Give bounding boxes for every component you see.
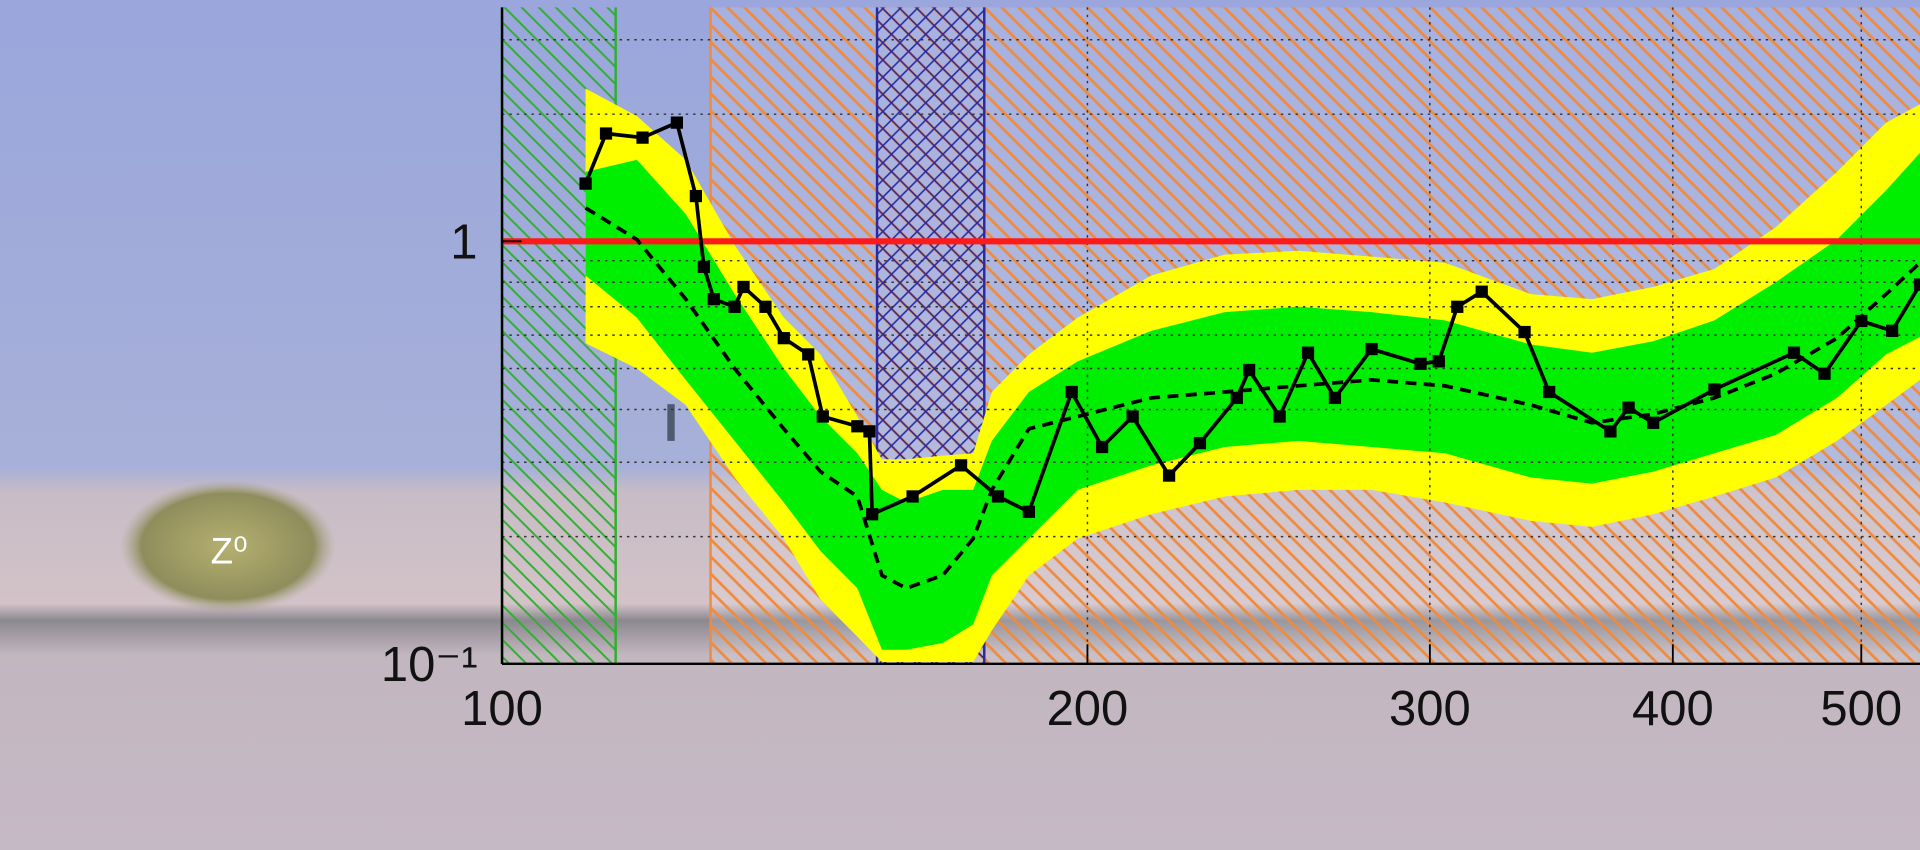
observed-point: [906, 490, 919, 503]
observed-point: [599, 127, 613, 140]
observed-point: [1543, 385, 1556, 399]
x-tick-label: 200: [1047, 682, 1129, 736]
x-tick-label: 100: [461, 682, 543, 736]
observed-point: [1451, 300, 1464, 313]
observed-point: [1432, 355, 1445, 368]
band: [585, 152, 1920, 650]
observed-point: [737, 280, 750, 294]
observed-point: [1065, 385, 1078, 399]
observed-point: [697, 260, 711, 274]
observed-point: [1855, 314, 1868, 328]
observed-point: [1126, 410, 1139, 423]
observed-point: [802, 348, 815, 361]
photo-label: Z⁰: [211, 530, 248, 571]
observed-point: [1818, 367, 1831, 380]
observed-point: [1647, 416, 1660, 429]
x-tick-label: 400: [1632, 682, 1714, 736]
bush: [120, 480, 336, 613]
observed-point: [1301, 346, 1315, 359]
observed-point: [991, 490, 1005, 503]
observed-point: [728, 300, 741, 313]
observed-point: [816, 410, 829, 423]
observed-point: [1328, 391, 1342, 405]
observed-point: [689, 189, 703, 203]
observed-point: [1242, 363, 1256, 377]
observed-point: [1475, 285, 1488, 298]
observed-point: [1193, 436, 1207, 450]
observed-point: [1604, 425, 1617, 438]
y-tick-label: 10⁻¹: [381, 638, 478, 692]
observed-point: [759, 300, 772, 313]
observed-point: [1162, 469, 1176, 482]
chart: 100 200 300 400 500 10⁻¹ 1: [381, 7, 1920, 736]
observed-point: [636, 131, 649, 144]
observed-point: [1365, 342, 1378, 356]
observed-point: [777, 332, 790, 345]
observed-point: [1518, 325, 1531, 339]
observed-point: [707, 292, 720, 306]
observed-point: [670, 116, 683, 129]
observed-point: [954, 459, 968, 472]
observed-point: [1414, 357, 1427, 370]
x-tick-label: 300: [1389, 682, 1471, 736]
expected-line: [584, 206, 1920, 591]
observed-point: [1622, 401, 1635, 414]
observed-point: [1787, 346, 1801, 359]
x-tick-label: 500: [1820, 682, 1902, 736]
observed-point: [866, 508, 879, 521]
observed-line: [583, 120, 1920, 518]
observed-point: [579, 177, 592, 190]
observed-point: [1273, 410, 1286, 423]
observed-point: [863, 425, 876, 438]
observed-point: [1230, 391, 1243, 405]
y-tick-label: 1: [450, 215, 477, 269]
observed-point: [1708, 383, 1721, 396]
observed-point: [1022, 505, 1035, 518]
observed-point: [851, 420, 864, 433]
distant-figure: [667, 404, 675, 441]
observed-point: [1095, 440, 1109, 454]
observed-point: [1886, 324, 1899, 337]
observed-point: [1913, 278, 1920, 291]
